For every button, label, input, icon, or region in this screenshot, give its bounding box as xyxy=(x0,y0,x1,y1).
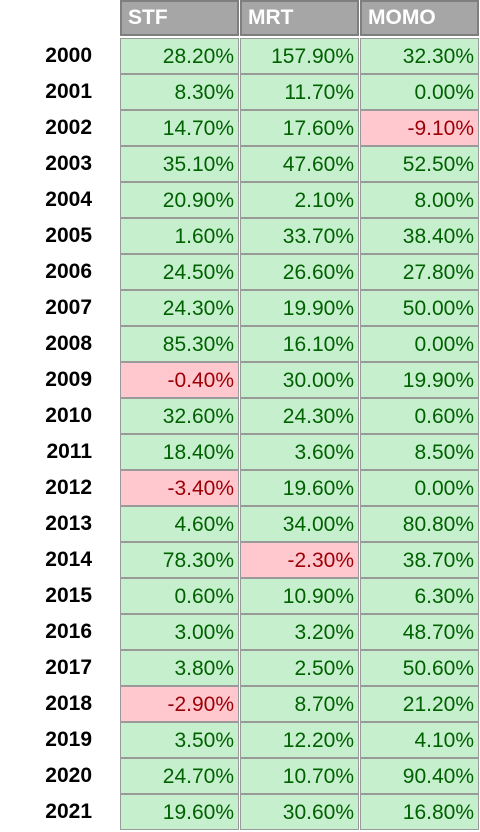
value-cell: 8.50% xyxy=(360,434,479,470)
value-cell: 8.00% xyxy=(360,182,479,218)
value-cell: 52.50% xyxy=(360,146,479,182)
value-cell: 32.60% xyxy=(120,398,239,434)
row-label: 2018 xyxy=(45,692,92,715)
value-cell: 3.20% xyxy=(240,614,359,650)
column-header: STF xyxy=(120,0,239,36)
value-cell: -3.40% xyxy=(120,470,239,506)
value-cell: 0.00% xyxy=(360,326,479,362)
value-cell: 3.50% xyxy=(120,722,239,758)
value-cell: 30.60% xyxy=(240,794,359,830)
value-cell: 8.70% xyxy=(240,686,359,722)
row-label: 2016 xyxy=(45,620,92,643)
value-cell: 28.20% xyxy=(120,38,239,74)
value-cell: 34.00% xyxy=(240,506,359,542)
value-cell: 1.60% xyxy=(120,218,239,254)
value-cell: 0.00% xyxy=(360,470,479,506)
value-cell: 24.30% xyxy=(240,398,359,434)
row-label: 2003 xyxy=(45,152,92,175)
value-cell: 16.10% xyxy=(240,326,359,362)
value-cell: 27.80% xyxy=(360,254,479,290)
value-cell: 3.60% xyxy=(240,434,359,470)
row-label: 2021 xyxy=(45,800,92,823)
value-cell: -2.30% xyxy=(240,542,359,578)
value-cell: 0.60% xyxy=(120,578,239,614)
value-cell: 3.00% xyxy=(120,614,239,650)
value-cell: 48.70% xyxy=(360,614,479,650)
value-cell: 50.00% xyxy=(360,290,479,326)
value-cell: -2.90% xyxy=(120,686,239,722)
value-cell: 20.90% xyxy=(120,182,239,218)
value-cell: 17.60% xyxy=(240,110,359,146)
row-label: 2004 xyxy=(45,188,92,211)
value-cell: 50.60% xyxy=(360,650,479,686)
value-cell: 4.10% xyxy=(360,722,479,758)
row-label: 2010 xyxy=(45,404,92,427)
value-cell: 26.60% xyxy=(240,254,359,290)
value-cell: 8.30% xyxy=(120,74,239,110)
value-cell: 19.60% xyxy=(240,470,359,506)
value-cell: 157.90% xyxy=(240,38,359,74)
value-cell: 38.40% xyxy=(360,218,479,254)
value-cell: 19.90% xyxy=(360,362,479,398)
value-cell: 24.50% xyxy=(120,254,239,290)
value-cell: 3.80% xyxy=(120,650,239,686)
value-cell: 30.00% xyxy=(240,362,359,398)
value-cell: 19.90% xyxy=(240,290,359,326)
value-cell: 10.70% xyxy=(240,758,359,794)
row-label: 2009 xyxy=(45,368,92,391)
value-cell: 35.10% xyxy=(120,146,239,182)
value-cell: 4.60% xyxy=(120,506,239,542)
row-label: 2005 xyxy=(45,224,92,247)
value-cell: 32.30% xyxy=(360,38,479,74)
row-label: 2019 xyxy=(45,728,92,751)
value-cell: 24.70% xyxy=(120,758,239,794)
column-header: MOMO xyxy=(360,0,479,36)
value-cell: 47.60% xyxy=(240,146,359,182)
row-label: 2020 xyxy=(45,764,92,787)
row-label: 2014 xyxy=(45,548,92,571)
row-label: 2013 xyxy=(45,512,92,535)
value-cell: -0.40% xyxy=(120,362,239,398)
value-cell: 16.80% xyxy=(360,794,479,830)
row-label: 2002 xyxy=(45,116,92,139)
value-cell: 2.10% xyxy=(240,182,359,218)
value-cell: 12.20% xyxy=(240,722,359,758)
value-cell: 0.60% xyxy=(360,398,479,434)
value-cell: 24.30% xyxy=(120,290,239,326)
row-label: 2006 xyxy=(45,260,92,283)
value-cell: 10.90% xyxy=(240,578,359,614)
value-cell: 85.30% xyxy=(120,326,239,362)
value-cell: 33.70% xyxy=(240,218,359,254)
value-cell: 78.30% xyxy=(120,542,239,578)
row-label: 2000 xyxy=(45,44,92,67)
row-label: 2011 xyxy=(46,440,92,463)
row-label: 2015 xyxy=(45,584,92,607)
row-label: 2008 xyxy=(45,332,92,355)
value-cell: 80.80% xyxy=(360,506,479,542)
value-cell: 6.30% xyxy=(360,578,479,614)
value-cell: 21.20% xyxy=(360,686,479,722)
column-header: MRT xyxy=(240,0,359,36)
value-cell: 38.70% xyxy=(360,542,479,578)
row-label: 2007 xyxy=(45,296,92,319)
value-cell: 19.60% xyxy=(120,794,239,830)
value-cell: 11.70% xyxy=(240,74,359,110)
value-cell: 90.40% xyxy=(360,758,479,794)
row-label: 2001 xyxy=(45,80,92,103)
value-cell: 14.70% xyxy=(120,110,239,146)
value-cell: -9.10% xyxy=(360,110,479,146)
row-label: 2017 xyxy=(45,656,92,679)
row-label: 2012 xyxy=(45,476,92,499)
value-cell: 18.40% xyxy=(120,434,239,470)
value-cell: 0.00% xyxy=(360,74,479,110)
value-cell: 2.50% xyxy=(240,650,359,686)
